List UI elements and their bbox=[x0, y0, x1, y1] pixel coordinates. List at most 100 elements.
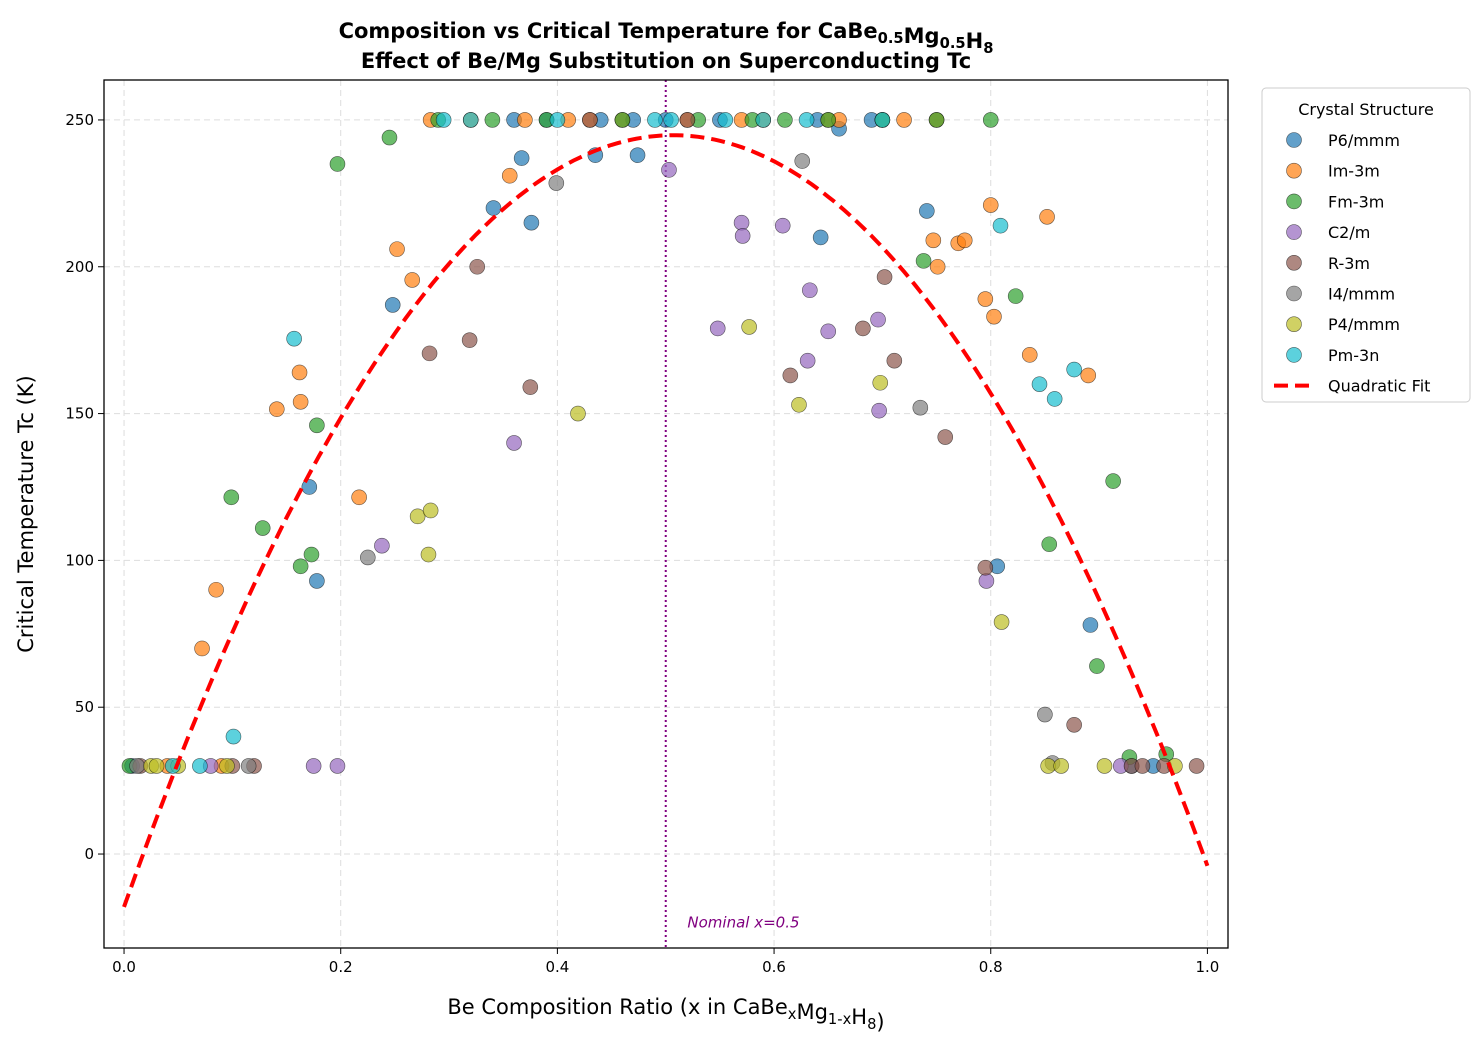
data-point bbox=[799, 352, 816, 369]
data-point bbox=[1031, 376, 1048, 393]
data-point bbox=[896, 112, 912, 128]
data-point bbox=[663, 112, 679, 128]
data-point bbox=[351, 489, 367, 506]
data-point bbox=[1134, 758, 1151, 774]
data-point bbox=[992, 217, 1009, 234]
data-point bbox=[254, 520, 271, 536]
data-point bbox=[929, 258, 946, 275]
data-point bbox=[309, 573, 325, 589]
data-point bbox=[614, 112, 631, 128]
legend-marker bbox=[1286, 254, 1302, 271]
legend-label: P6/mmm bbox=[1328, 131, 1400, 150]
data-point bbox=[549, 112, 566, 128]
y-tick-label: 250 bbox=[65, 111, 94, 129]
data-point bbox=[225, 728, 242, 745]
series-i4-mmm bbox=[129, 153, 1061, 774]
data-point bbox=[462, 112, 479, 128]
data-point bbox=[484, 112, 501, 128]
data-point bbox=[928, 112, 945, 128]
legend-marker bbox=[1286, 193, 1302, 210]
y-tick-label: 100 bbox=[65, 551, 94, 569]
data-point bbox=[384, 297, 401, 313]
data-point bbox=[305, 758, 322, 774]
data-point bbox=[982, 112, 999, 128]
data-point bbox=[1053, 758, 1069, 774]
data-point bbox=[1041, 536, 1058, 553]
data-point bbox=[208, 581, 224, 598]
x-axis-label: Be Composition Ratio (x in CaBexMg1-xH8) bbox=[447, 995, 884, 1034]
data-point bbox=[1037, 706, 1053, 723]
data-point bbox=[802, 282, 818, 299]
data-point bbox=[982, 197, 999, 213]
data-point bbox=[1066, 361, 1082, 378]
data-point bbox=[886, 352, 903, 369]
plot-frame bbox=[103, 79, 1229, 949]
data-point bbox=[292, 394, 309, 410]
data-point bbox=[303, 546, 320, 563]
x-tick-label: 0.4 bbox=[545, 958, 569, 976]
data-point bbox=[733, 214, 750, 231]
data-point bbox=[223, 489, 240, 506]
legend-marker bbox=[1286, 347, 1302, 363]
legend-marker bbox=[1286, 132, 1302, 148]
data-point bbox=[647, 112, 663, 128]
data-point bbox=[1007, 288, 1024, 304]
data-point bbox=[1096, 758, 1113, 774]
data-point bbox=[420, 546, 437, 563]
data-point bbox=[570, 405, 586, 422]
data-point bbox=[820, 323, 837, 340]
data-point bbox=[1046, 391, 1063, 407]
data-point bbox=[421, 345, 438, 362]
data-point bbox=[404, 272, 421, 288]
legend-label: Pm-3n bbox=[1328, 346, 1379, 365]
data-point bbox=[1105, 473, 1121, 489]
data-point bbox=[192, 758, 208, 774]
data-point bbox=[871, 402, 887, 419]
data-point bbox=[1021, 347, 1038, 363]
data-point bbox=[798, 112, 815, 128]
legend-label: C2/m bbox=[1328, 223, 1370, 242]
data-point bbox=[389, 241, 405, 257]
data-point bbox=[1089, 658, 1105, 674]
data-point bbox=[268, 401, 285, 417]
data-point bbox=[977, 291, 994, 307]
data-point bbox=[876, 269, 893, 285]
data-point bbox=[1066, 717, 1082, 733]
data-point bbox=[937, 429, 954, 445]
data-point bbox=[240, 758, 257, 774]
series-pm-3n bbox=[164, 112, 1082, 774]
legend-marker bbox=[1286, 285, 1302, 302]
series-p6-mmm bbox=[124, 112, 1162, 774]
data-point bbox=[148, 758, 165, 774]
data-point bbox=[485, 200, 502, 216]
y-tick-label: 200 bbox=[65, 258, 94, 276]
x-tick-label: 1.0 bbox=[1195, 958, 1219, 976]
data-point bbox=[925, 232, 942, 249]
legend-label: Im-3m bbox=[1328, 162, 1380, 181]
data-point bbox=[292, 558, 309, 575]
legend-label: P4/mmm bbox=[1328, 315, 1400, 334]
points bbox=[121, 112, 1205, 774]
data-point bbox=[129, 758, 145, 774]
data-point bbox=[309, 417, 325, 434]
data-point bbox=[872, 374, 889, 391]
data-point bbox=[977, 559, 994, 576]
data-point bbox=[855, 320, 871, 337]
data-point bbox=[791, 396, 807, 413]
data-point bbox=[1080, 367, 1097, 384]
data-point bbox=[986, 308, 1002, 325]
data-point bbox=[755, 112, 772, 128]
data-point bbox=[956, 232, 973, 249]
y-tick-label: 50 bbox=[75, 698, 94, 716]
series-im-3m bbox=[159, 112, 1097, 774]
data-point bbox=[435, 112, 452, 128]
ticks: 0.0 0.2 0.4 0.6 0.8 1.0 0 50 100 150 200 250 bbox=[65, 111, 1219, 976]
data-point bbox=[912, 399, 929, 416]
data-point bbox=[548, 175, 565, 191]
data-point bbox=[469, 258, 486, 275]
chart-title-line2: Effect of Be/Mg Substitution on Supercon… bbox=[361, 49, 971, 73]
data-point bbox=[661, 162, 677, 178]
data-point bbox=[915, 253, 932, 269]
nominal-vline: Nominal x=0.5 bbox=[664, 80, 800, 948]
x-tick-label: 0.8 bbox=[979, 958, 1003, 976]
